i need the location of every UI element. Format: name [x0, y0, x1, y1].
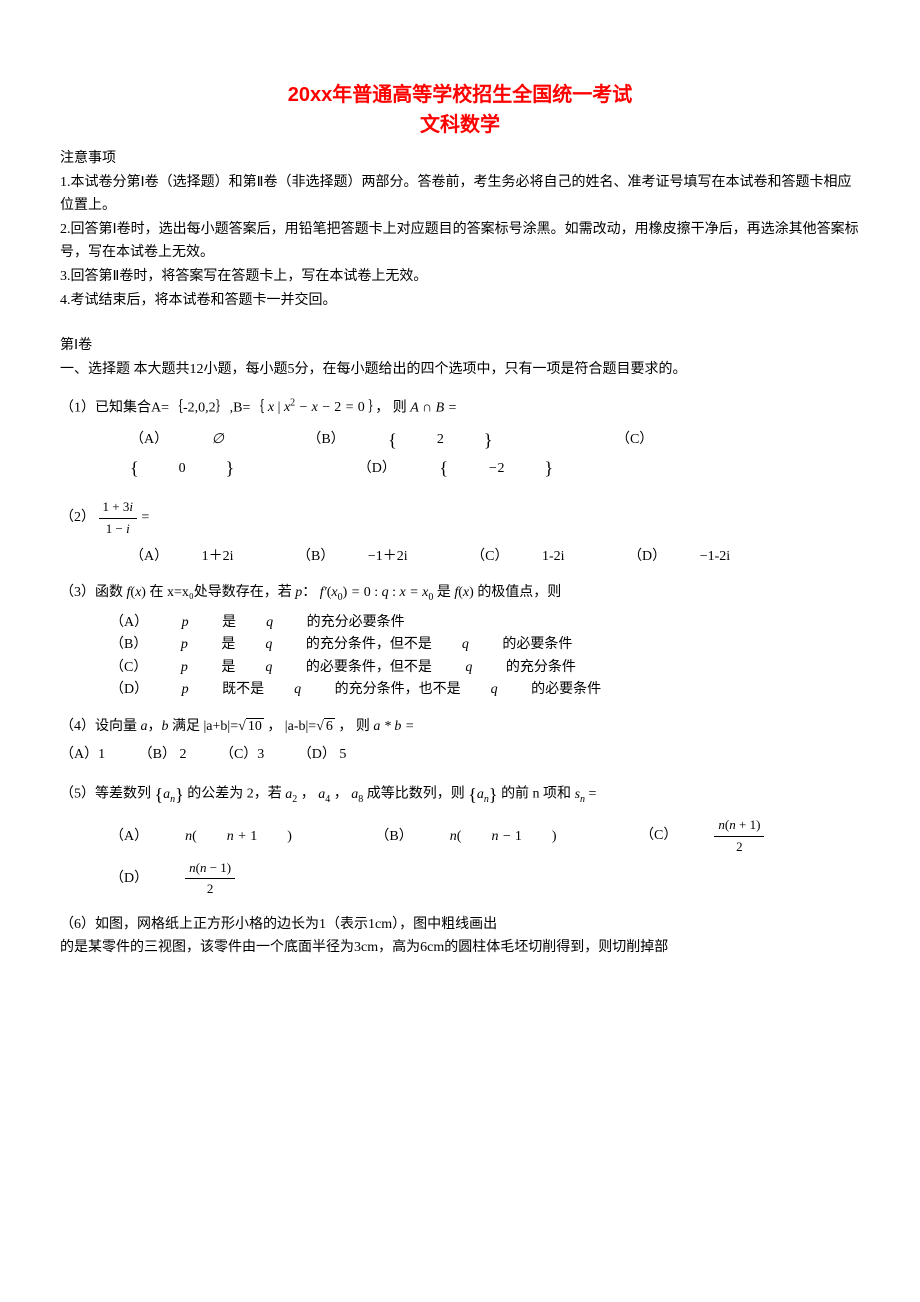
q5-optB: （B） n(n − 1)	[375, 829, 616, 844]
q2-options: （A） 1＋2i （B） −1＋2i （C） 1-2i （D） −1-2i	[130, 546, 860, 568]
q3-optA: （A） p 是q 的充分必要条件	[110, 612, 860, 634]
question-2: （2） 1 + 3i 1 − i = （A） 1＋2i （B） −1＋2i （C…	[60, 497, 860, 568]
question-5: （5）等差数列 {an} 的公差为 2，若 a2 ， a4 ， a8 成等比数列…	[60, 780, 860, 900]
q4-text: （4）设向量 a，b 满足 |a+b|=10 ， |a-b|=6 ， 则 a *…	[60, 716, 860, 738]
q2-fraction: 1 + 3i 1 − i	[99, 497, 137, 540]
q1-optB: （B） {2}	[307, 432, 572, 447]
q3-optC: （C） p 是q 的必要条件，但不是 q 的充分条件	[110, 657, 860, 679]
q6-line2: 的是某零件的三视图，该零件由一个底面半径为3cm，高为6cm的圆柱体毛坯切削得到…	[60, 937, 860, 959]
q4-optA: （A）1	[60, 747, 105, 762]
notice-3: 3.回答第Ⅱ卷时，将答案写在答题卡上，写在本试卷上无效。	[60, 266, 860, 288]
q1-intersect: A ∩ B =	[410, 400, 457, 415]
q2-optD: （D） −1-2i	[628, 549, 760, 564]
section1-heading: 一、选择题 本大题共12小题，每小题5分，在每小题给出的四个选项中，只有一项是符…	[60, 359, 860, 381]
q2-optC: （C） 1-2i	[471, 549, 594, 564]
part1-label: 第Ⅰ卷	[60, 335, 860, 357]
notice-2: 2.回答第Ⅰ卷时，选出每小题答案后，用铅笔把答题卡上对应题目的答案标号涂黑。如需…	[60, 219, 860, 264]
notice-1: 1.本试卷分第Ⅰ卷（选择题）和第Ⅱ卷（非选择题）两部分。答卷前，考生务必将自己的…	[60, 172, 860, 217]
q2-text: （2） 1 + 3i 1 − i =	[60, 497, 860, 540]
q5-optC: （C） n(n + 1)2	[640, 829, 824, 844]
q2-optB: （B） −1＋2i	[297, 549, 438, 564]
question-6: （6）如图，网格纸上正方形小格的边长为1（表示1cm），图中粗线画出 的是某零件…	[60, 914, 860, 959]
q1-text: （1）已知集合A=｛-2,0,2｝,B=｛ x | x2 − x − 2 = 0…	[60, 396, 860, 420]
q4-optB: （B） 2	[139, 747, 187, 762]
notice-4: 4.考试结束后，将本试卷和答题卡一并交回。	[60, 290, 860, 312]
q6-line1: （6）如图，网格纸上正方形小格的边长为1（表示1cm），图中粗线画出	[60, 914, 860, 936]
q4-optD: （D） 5	[298, 747, 347, 762]
q1-optA: （A） ∅	[130, 432, 264, 447]
question-1: （1）已知集合A=｛-2,0,2｝,B=｛ x | x2 − x − 2 = 0…	[60, 396, 860, 484]
q4-options: （A）1 （B） 2 （C）3 （D） 5	[60, 744, 860, 766]
q3-text: （3）函数 f(x) 在 x=x₀处导数存在，若 p： f′(x0) = 0 :…	[60, 582, 860, 606]
q1-set-expr: x | x2 − x − 2 = 0	[268, 400, 368, 415]
q3-options: （A） p 是q 的充分必要条件 （B） p 是q 的充分条件，但不是q 的必要…	[110, 612, 860, 702]
q3-optD: （D） p 既不是q 的充分条件，也不是q 的必要条件	[110, 679, 860, 701]
q5-options: （A） n(n + 1) （B） n(n − 1) （C） n(n + 1)2 …	[110, 815, 860, 900]
q5-optD: （D） n(n − 1)2	[110, 871, 295, 886]
q1-optD: （D） {−2}	[358, 461, 633, 476]
q1-options: （A） ∅ （B） {2} （C） {0} （D） {−2}	[130, 426, 860, 484]
notice-heading: 注意事项	[60, 148, 860, 170]
question-3: （3）函数 f(x) 在 x=x₀处导数存在，若 p： f′(x0) = 0 :…	[60, 582, 860, 701]
title-line1: 20xx年普通高等学校招生全国统一考试	[60, 80, 860, 110]
q2-optA: （A） 1＋2i	[130, 549, 264, 564]
q5-optA: （A） n(n + 1)	[110, 829, 352, 844]
question-4: （4）设向量 a，b 满足 |a+b|=10 ， |a-b|=6 ， 则 a *…	[60, 716, 860, 767]
title-line2: 文科数学	[60, 110, 860, 140]
q3-optB: （B） p 是q 的充分条件，但不是q 的必要条件	[110, 634, 860, 656]
exam-title: 20xx年普通高等学校招生全国统一考试 文科数学	[60, 80, 860, 140]
q5-text: （5）等差数列 {an} 的公差为 2，若 a2 ， a4 ， a8 成等比数列…	[60, 780, 860, 809]
q4-optC: （C）3	[220, 747, 264, 762]
